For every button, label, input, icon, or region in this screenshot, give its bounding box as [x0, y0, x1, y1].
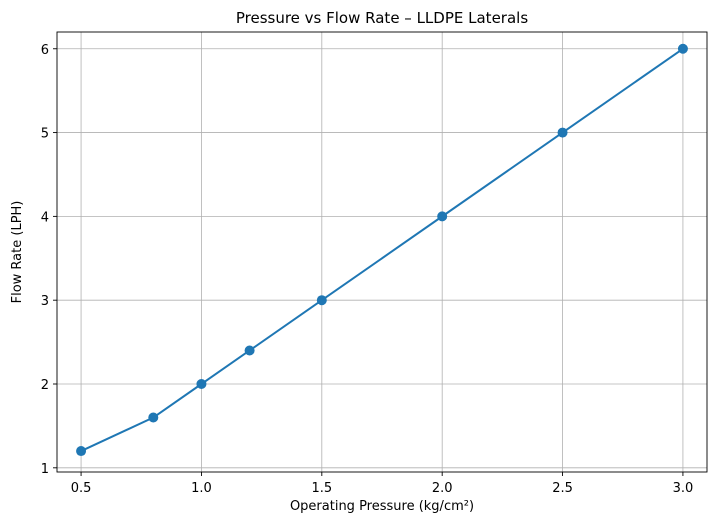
data-point	[677, 43, 688, 54]
y-tick-label: 6	[41, 43, 49, 58]
x-axis-ticks: 0.5 1.0 1.5 2.0 2.5 3.0	[71, 472, 694, 496]
y-tick-label: 1	[41, 462, 49, 477]
chart-title: Pressure vs Flow Rate – LLDPE Laterals	[236, 9, 528, 27]
y-axis-ticks: 1 2 3 4 5 6	[41, 43, 57, 477]
plot-frame	[56, 31, 708, 473]
data-point	[76, 446, 87, 457]
data-point	[196, 379, 207, 389]
x-tick-label: 1.5	[311, 481, 332, 496]
x-tick-label: 2.5	[552, 481, 573, 496]
y-tick-label: 5	[41, 127, 49, 142]
axes-frame	[56, 31, 708, 473]
data-point	[316, 295, 327, 306]
data-point	[148, 412, 159, 423]
y-tick-label: 3	[41, 294, 49, 309]
x-tick-label: 1.0	[191, 481, 212, 496]
y-tick-label: 2	[41, 378, 49, 393]
data-point	[437, 211, 448, 222]
series-line	[80, 47, 684, 453]
data-point	[244, 345, 255, 356]
x-tick-label: 0.5	[71, 481, 92, 496]
y-tick-label: 4	[41, 210, 49, 225]
x-axis-label: Operating Pressure (kg/cm²)	[290, 499, 474, 514]
grid-lines	[57, 32, 707, 472]
y-axis-label: Flow Rate (LPH)	[10, 201, 25, 304]
x-tick-label: 3.0	[673, 481, 694, 496]
x-tick-label: 2.0	[432, 481, 453, 496]
series-layer	[76, 43, 688, 457]
data-point	[557, 127, 568, 138]
